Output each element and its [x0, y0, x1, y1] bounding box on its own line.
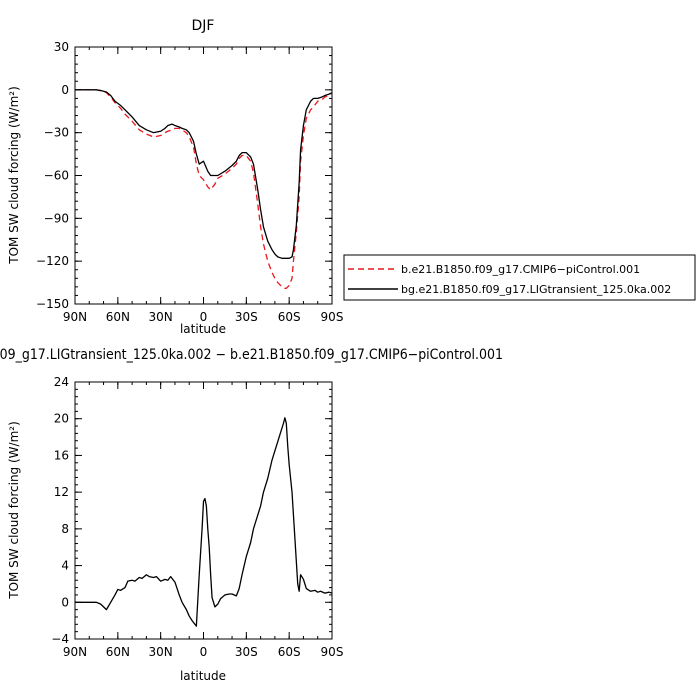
chart-top-y-tick-label: −150 [36, 297, 69, 311]
chart-top-y-axis-label: TOM SW cloud forcing (W/m²) [7, 86, 21, 265]
legend-box [343, 254, 696, 301]
chart-top-y-tick-label: −120 [36, 254, 69, 268]
chart-top-x-tick-label: 0 [200, 310, 208, 324]
chart-top: DJF 90N 60N 30N 0 30S 60S 90S −150 −120 −90 −60 −3… [7, 18, 696, 336]
chart-top-legend: b.e21.B1850.f09_g17.CMIP6−piControl.001 … [343, 254, 696, 301]
chart-bottom-y-tick-label: −4 [51, 632, 69, 646]
legend-item-1-label: bg.e21.B1850.f09_g17.LIGtransient_125.0k… [401, 283, 671, 296]
chart-top-x-tick-label: 60N [106, 310, 130, 324]
chart-bottom-x-tick-label: 30N [149, 645, 173, 659]
chart-top-x-axis-label: latitude [180, 322, 226, 336]
chart-bottom-y-tick-label: 12 [54, 485, 69, 499]
chart-bottom: bg.e21.B1850.f09_g17.LIGtransient_125.0k… [0, 347, 503, 683]
chart-top-y-ticks: −150 −120 −90 −60 −30 0 30 [36, 40, 332, 311]
chart-bottom-x-ticks: 90N 60N 30N 0 30S 60S 90S [63, 382, 344, 659]
chart-bottom-x-tick-label: 0 [200, 645, 208, 659]
chart-top-title: DJF [192, 18, 215, 34]
chart-bottom-x-tick-label: 30S [235, 645, 258, 659]
chart-top-y-tick-label: −90 [44, 211, 69, 225]
chart-top-x-tick-label: 60S [278, 310, 301, 324]
chart-top-plot-frame [74, 46, 333, 305]
chart-bottom-title: bg.e21.B1850.f09_g17.LIGtransient_125.0k… [0, 347, 503, 363]
chart-bottom-y-tick-label: 16 [54, 448, 69, 462]
chart-bottom-y-tick-label: 24 [54, 375, 69, 389]
chart-bottom-y-tick-label: 4 [61, 559, 69, 573]
chart-top-minor-ticks [74, 46, 333, 305]
chart-bottom-x-axis-label: latitude [180, 669, 226, 683]
chart-top-x-tick-label: 90S [321, 310, 344, 324]
chart-top-series-0-line [75, 89, 333, 289]
chart-bottom-y-tick-label: 20 [54, 412, 69, 426]
chart-bottom-lines [75, 417, 333, 627]
chart-bottom-y-axis-label: TOM SW cloud forcing (W/m²) [7, 421, 21, 600]
legend-item-0-label: b.e21.B1850.f09_g17.CMIP6−piControl.001 [401, 263, 640, 276]
chart-bottom-x-tick-label: 60S [278, 645, 301, 659]
chart-top-x-tick-label: 30N [149, 310, 173, 324]
chart-bottom-x-tick-label: 60N [106, 645, 130, 659]
chart-top-x-tick-label: 30S [235, 310, 258, 324]
chart-top-x-ticks: 90N 60N 30N 0 30S 60S 90S [63, 47, 344, 324]
chart-bottom-y-tick-label: 0 [61, 595, 69, 609]
chart-top-y-tick-label: 0 [61, 83, 69, 97]
chart-top-y-tick-label: −30 [44, 126, 69, 140]
chart-top-y-tick-label: 30 [54, 40, 69, 54]
chart-bottom-x-tick-label: 90N [63, 645, 87, 659]
chart-top-series-1-line [75, 89, 333, 259]
chart-top-y-tick-label: −60 [44, 169, 69, 183]
chart-top-lines [75, 89, 333, 289]
chart-bottom-x-tick-label: 90S [321, 645, 344, 659]
chart-top-x-tick-label: 90N [63, 310, 87, 324]
chart-bottom-y-ticks: −4 0 4 8 12 16 20 24 [51, 375, 332, 646]
chart-bottom-y-tick-label: 8 [61, 522, 69, 536]
chart-bottom-series-0-line [75, 417, 333, 627]
